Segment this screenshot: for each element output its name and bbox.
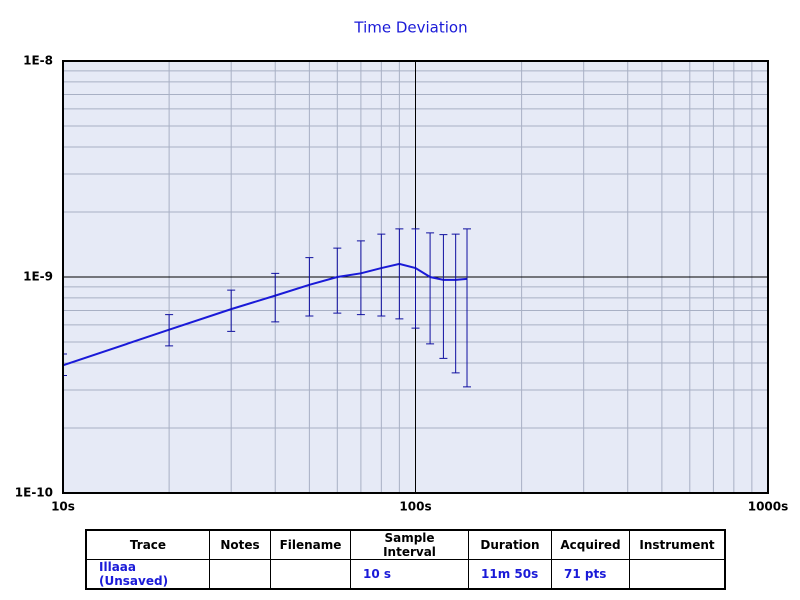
header-row: Trace Notes Filename Sample Interval Dur… [85,529,726,560]
cell: 71 pts [551,559,630,590]
error-bar [305,257,314,317]
x-tick-label: 10s [51,500,75,514]
error-bar [271,272,280,323]
error-bar [377,233,386,317]
cell [270,559,351,590]
cell [629,559,726,590]
column-header: Duration [468,529,552,560]
chart: Time Deviation 10s 100s 1000s 1E-10 1E-9 1E-8 [15,19,789,514]
trace-line [63,262,468,367]
error-bar [333,247,342,314]
error-bar [356,240,365,316]
error-bar [165,314,174,347]
column-header: Sample Interval [350,529,469,560]
cell: 10 s [350,559,469,590]
error-bar [227,289,236,332]
column-header: Trace [85,529,210,560]
column-header: Acquired [551,529,630,560]
cell [209,559,271,590]
error-bar [63,353,67,376]
error-bar [439,234,448,359]
plot-border [62,60,769,494]
trace-table: Trace Notes Filename Sample Interval Dur… [85,529,726,590]
y-tick-label: 1E-9 [23,270,53,284]
error-bar [395,228,404,320]
column-header: Instrument [629,529,726,560]
column-header: Filename [270,529,351,560]
cell: Illaaa (Unsaved) [85,559,210,590]
data-row: Illaaa (Unsaved) 10 s 11m 50s 71 pts [85,559,726,590]
x-tick-label: 1000s [748,500,789,514]
cell: 11m 50s [468,559,552,590]
column-header: Notes [209,529,271,560]
y-tick-label: 1E-8 [23,54,53,68]
chart-title: Time Deviation [353,19,467,37]
y-tick-label: 1E-10 [15,486,53,500]
error-bar [451,233,460,374]
error-bar [411,228,420,329]
error-bar [463,228,472,388]
error-bar [426,232,435,345]
x-tick-label: 100s [399,500,431,514]
